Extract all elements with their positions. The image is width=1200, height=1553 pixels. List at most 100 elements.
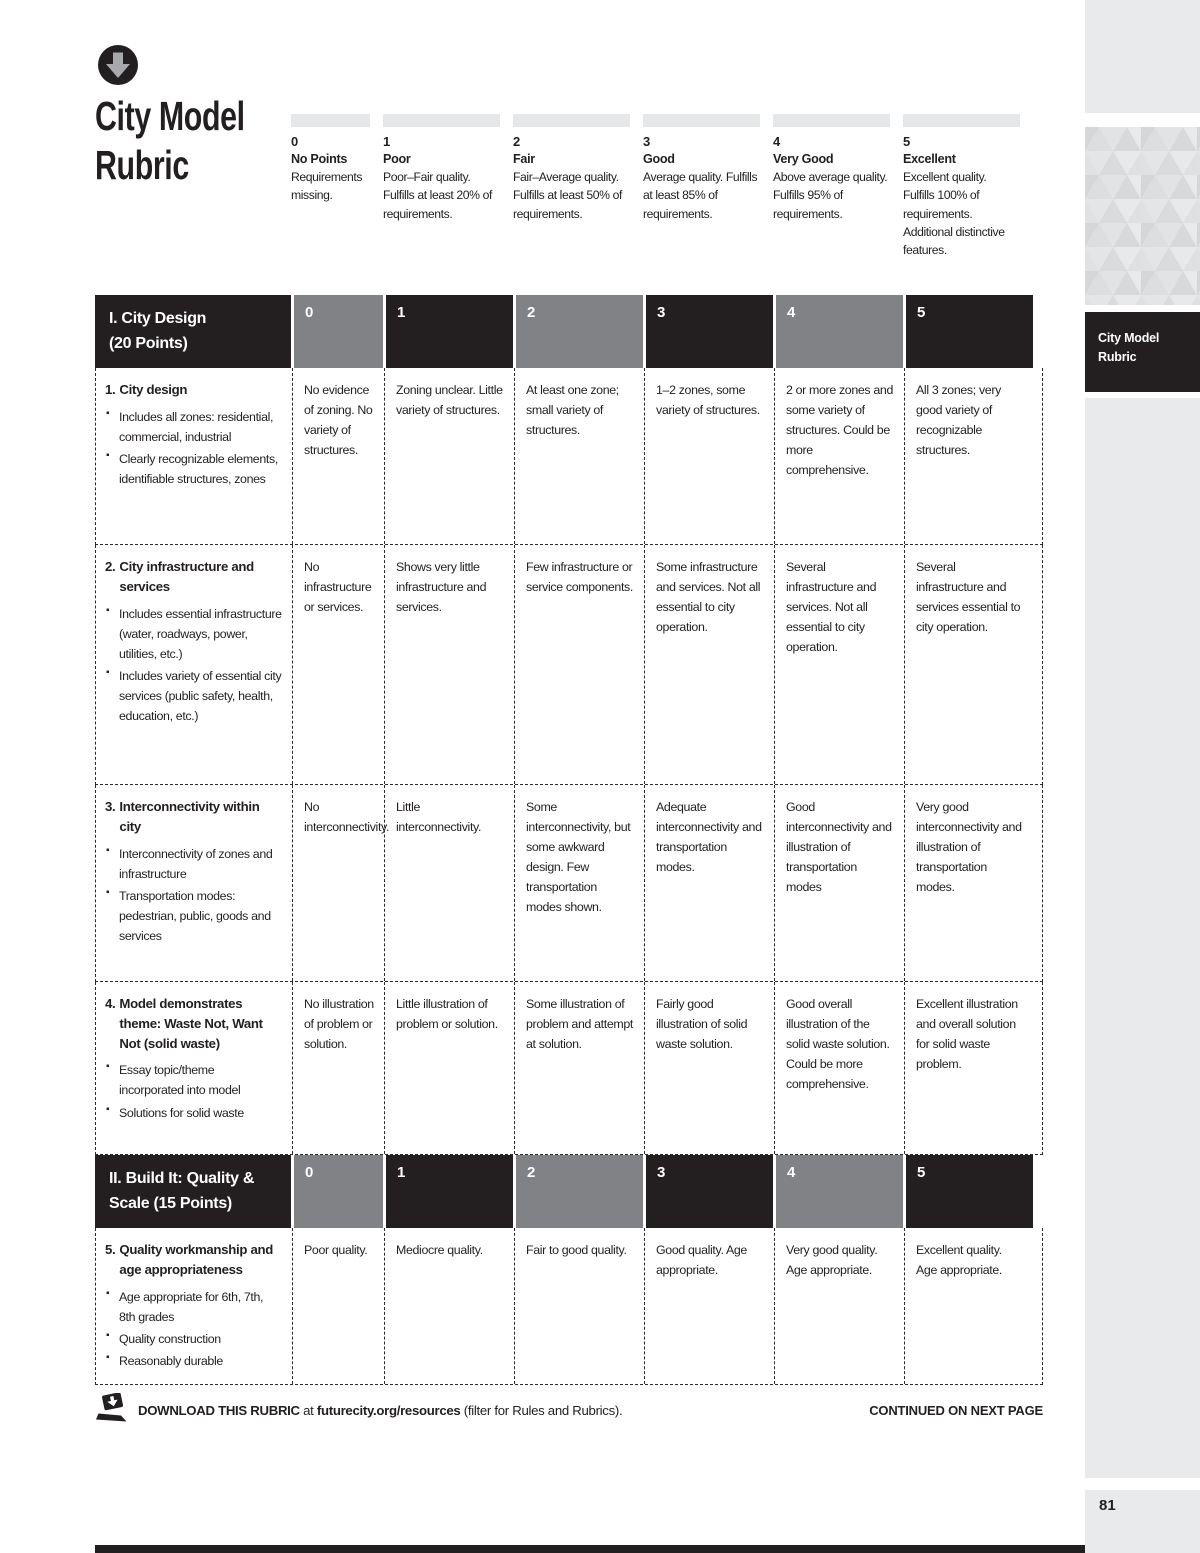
section-title-line1: II. Build It: Quality & (109, 1170, 255, 1187)
criteria-bullets: Includes all zones: residential, commerc… (105, 406, 282, 489)
legend-level-0: 0 No Points Requirements missing. (291, 114, 383, 259)
circle-down-arrow-icon (97, 44, 139, 91)
legend-name: Excellent (903, 152, 956, 166)
legend-bar (291, 114, 370, 127)
rubric-row: 2.City infrastructure and services Includ… (95, 545, 1043, 785)
criteria-cell: 2.City infrastructure and services Includ… (96, 545, 292, 784)
criteria-title-text: City design (119, 382, 188, 397)
legend-description: Above average quality. Fulfills 95% of r… (773, 170, 888, 221)
criteria-number: 3. (105, 799, 116, 814)
criteria-number: 2. (105, 559, 116, 574)
score-cell-4: Good interconnectivity and illustration … (774, 785, 904, 981)
score-cell-1: Zoning unclear. Little variety of struct… (384, 368, 514, 544)
page-title: City Model Rubric (95, 92, 297, 190)
score-cell-4: Very good quality. Age appropriate. (774, 1228, 904, 1384)
criteria-bullets: Interconnectivity of zones and infrastru… (105, 843, 282, 946)
score-cell-3: Adequate interconnectivity and transport… (644, 785, 774, 981)
legend-spacer (95, 114, 291, 259)
score-header-1: 1 (383, 1155, 513, 1228)
score-header-5: 5 (903, 1155, 1033, 1228)
score-header-3: 3 (643, 295, 773, 368)
legend-score: 4 (773, 134, 781, 149)
criteria-bullet: Clearly recognizable elements, identifia… (105, 448, 282, 489)
score-header-0: 0 (291, 295, 383, 368)
page-number: 81 (1099, 1497, 1116, 1514)
score-cell-4: Good overall illustration of the solid w… (774, 982, 904, 1154)
criteria-bullets: Essay topic/theme incorporated into mode… (105, 1059, 282, 1123)
criteria-bullet: Includes all zones: residential, commerc… (105, 406, 282, 447)
score-header-2: 2 (513, 295, 643, 368)
score-cell-1: Little illustration of problem or soluti… (384, 982, 514, 1154)
laptop-download-icon (95, 1391, 129, 1428)
section-header-row: II. Build It: Quality & Scale (15 Points)… (95, 1155, 1043, 1228)
legend-score: 2 (513, 134, 521, 149)
criteria-title: 2. City infrastructure and services (105, 557, 282, 597)
score-cell-4: Several infrastructure and services. Not… (774, 545, 904, 784)
score-header-2: 2 (513, 1155, 643, 1228)
criteria-title: 4. Model demonstrates theme: Waste Not, W… (105, 994, 282, 1053)
score-cell-5: Excellent quality. Age appropriate. (904, 1228, 1034, 1384)
criteria-cell: 1.City design Includes all zones: residen… (96, 368, 292, 544)
score-cell-0: Poor quality. (292, 1228, 384, 1384)
legend-bar (903, 114, 1020, 127)
legend-bar (643, 114, 760, 127)
criteria-cell: 4. Model demonstrates theme: Waste Not, W… (96, 982, 292, 1154)
download-note-rest: (filter for Rules and Rubrics). (460, 1402, 623, 1418)
score-cell-0: No infrastructure or services. (292, 545, 384, 784)
footer: DOWNLOAD THIS RUBRIC at futurecity.org/r… (95, 1391, 1043, 1428)
criteria-title-text: Interconnectivity within city (119, 799, 260, 834)
download-note-bold: DOWNLOAD THIS RUBRIC (138, 1402, 300, 1418)
legend-bar (383, 114, 500, 127)
score-header-5: 5 (903, 295, 1033, 368)
score-cell-5: All 3 zones; very good variety of recogn… (904, 368, 1034, 544)
score-cell-4: 2 or more zones and some variety of stru… (774, 368, 904, 544)
score-cell-0: No illustration of problem or solution. (292, 982, 384, 1154)
legend-description: Average quality. Fulfills at least 85% o… (643, 170, 758, 221)
legend-level-3: 3 Good Average quality. Fulfills at least … (643, 114, 773, 259)
legend-score: 3 (643, 134, 651, 149)
legend-score: 5 (903, 134, 911, 149)
score-header-4: 4 (773, 1155, 903, 1228)
criteria-bullet: Quality construction (105, 1328, 282, 1349)
legend-bar (773, 114, 890, 127)
score-header-0: 0 (291, 1155, 383, 1228)
criteria-bullets: Age appropriate for 6th, 7th, 8th grades… (105, 1286, 282, 1371)
section-header-row: I. City Design (20 Points) 0 1 2 3 4 5 (95, 295, 1043, 368)
legend-level-1: 1 Poor Poor–Fair quality. Fulfills at leas… (383, 114, 513, 259)
section-title-line2: Scale (15 Points) (109, 1194, 232, 1212)
page-title-line2: Rubric (95, 142, 189, 189)
score-cell-5: Excellent illustration and overall solut… (904, 982, 1034, 1154)
continued-note: CONTINUED ON NEXT PAGE (869, 1402, 1043, 1418)
score-cell-1: Shows very little infrastructure and ser… (384, 545, 514, 784)
criteria-number: 1. (105, 382, 116, 397)
rubric-row: 5. Quality workmanship and age appropriat… (95, 1228, 1043, 1385)
rubric-row: 4. Model demonstrates theme: Waste Not, W… (95, 982, 1043, 1155)
criteria-number: 4. (105, 996, 116, 1011)
section-title: II. Build It: Quality & Scale (15 Points) (95, 1155, 291, 1228)
rubric-row: 3.Interconnectivity within city Interconn… (95, 785, 1043, 982)
legend-name: Very Good (773, 152, 834, 166)
legend-description: Requirements missing. (291, 170, 363, 203)
criteria-bullet: Essay topic/theme incorporated into mode… (105, 1059, 282, 1100)
legend-description: Excellent quality. Fulfills 100% of requ… (903, 170, 1005, 258)
score-cell-1: Little interconnectivity. (384, 785, 514, 981)
legend-level-4: 4 Very Good Above average quality. Fulfill… (773, 114, 903, 259)
sidebar-tab-line2: Rubric (1098, 349, 1137, 364)
score-cell-5: Several infrastructure and services esse… (904, 545, 1034, 784)
download-url: futurecity.org/resources (316, 1402, 461, 1418)
legend-bar (513, 114, 630, 127)
triangle-pattern (1085, 127, 1200, 310)
criteria-cell: 3.Interconnectivity within city Interconn… (96, 785, 292, 981)
criteria-title: 1. City design (105, 380, 282, 400)
criteria-bullet: Solutions for solid waste (105, 1102, 282, 1123)
criteria-title: 5. Quality workmanship and age appropriat… (105, 1240, 282, 1280)
score-cell-2: Few infrastructure or service components… (514, 545, 644, 784)
criteria-bullet: Includes essential infrastructure (water… (105, 603, 282, 664)
sidebar-tab-line1: City Model (1098, 331, 1160, 345)
sidebar-mid-band (1085, 398, 1200, 1478)
criteria-bullet: Age appropriate for 6th, 7th, 8th grades (105, 1286, 282, 1327)
score-cell-2: Fair to good quality. (514, 1228, 644, 1384)
criteria-title-text: Quality workmanship and age appropriaten… (119, 1242, 273, 1277)
section-title: I. City Design (20 Points) (95, 295, 291, 368)
